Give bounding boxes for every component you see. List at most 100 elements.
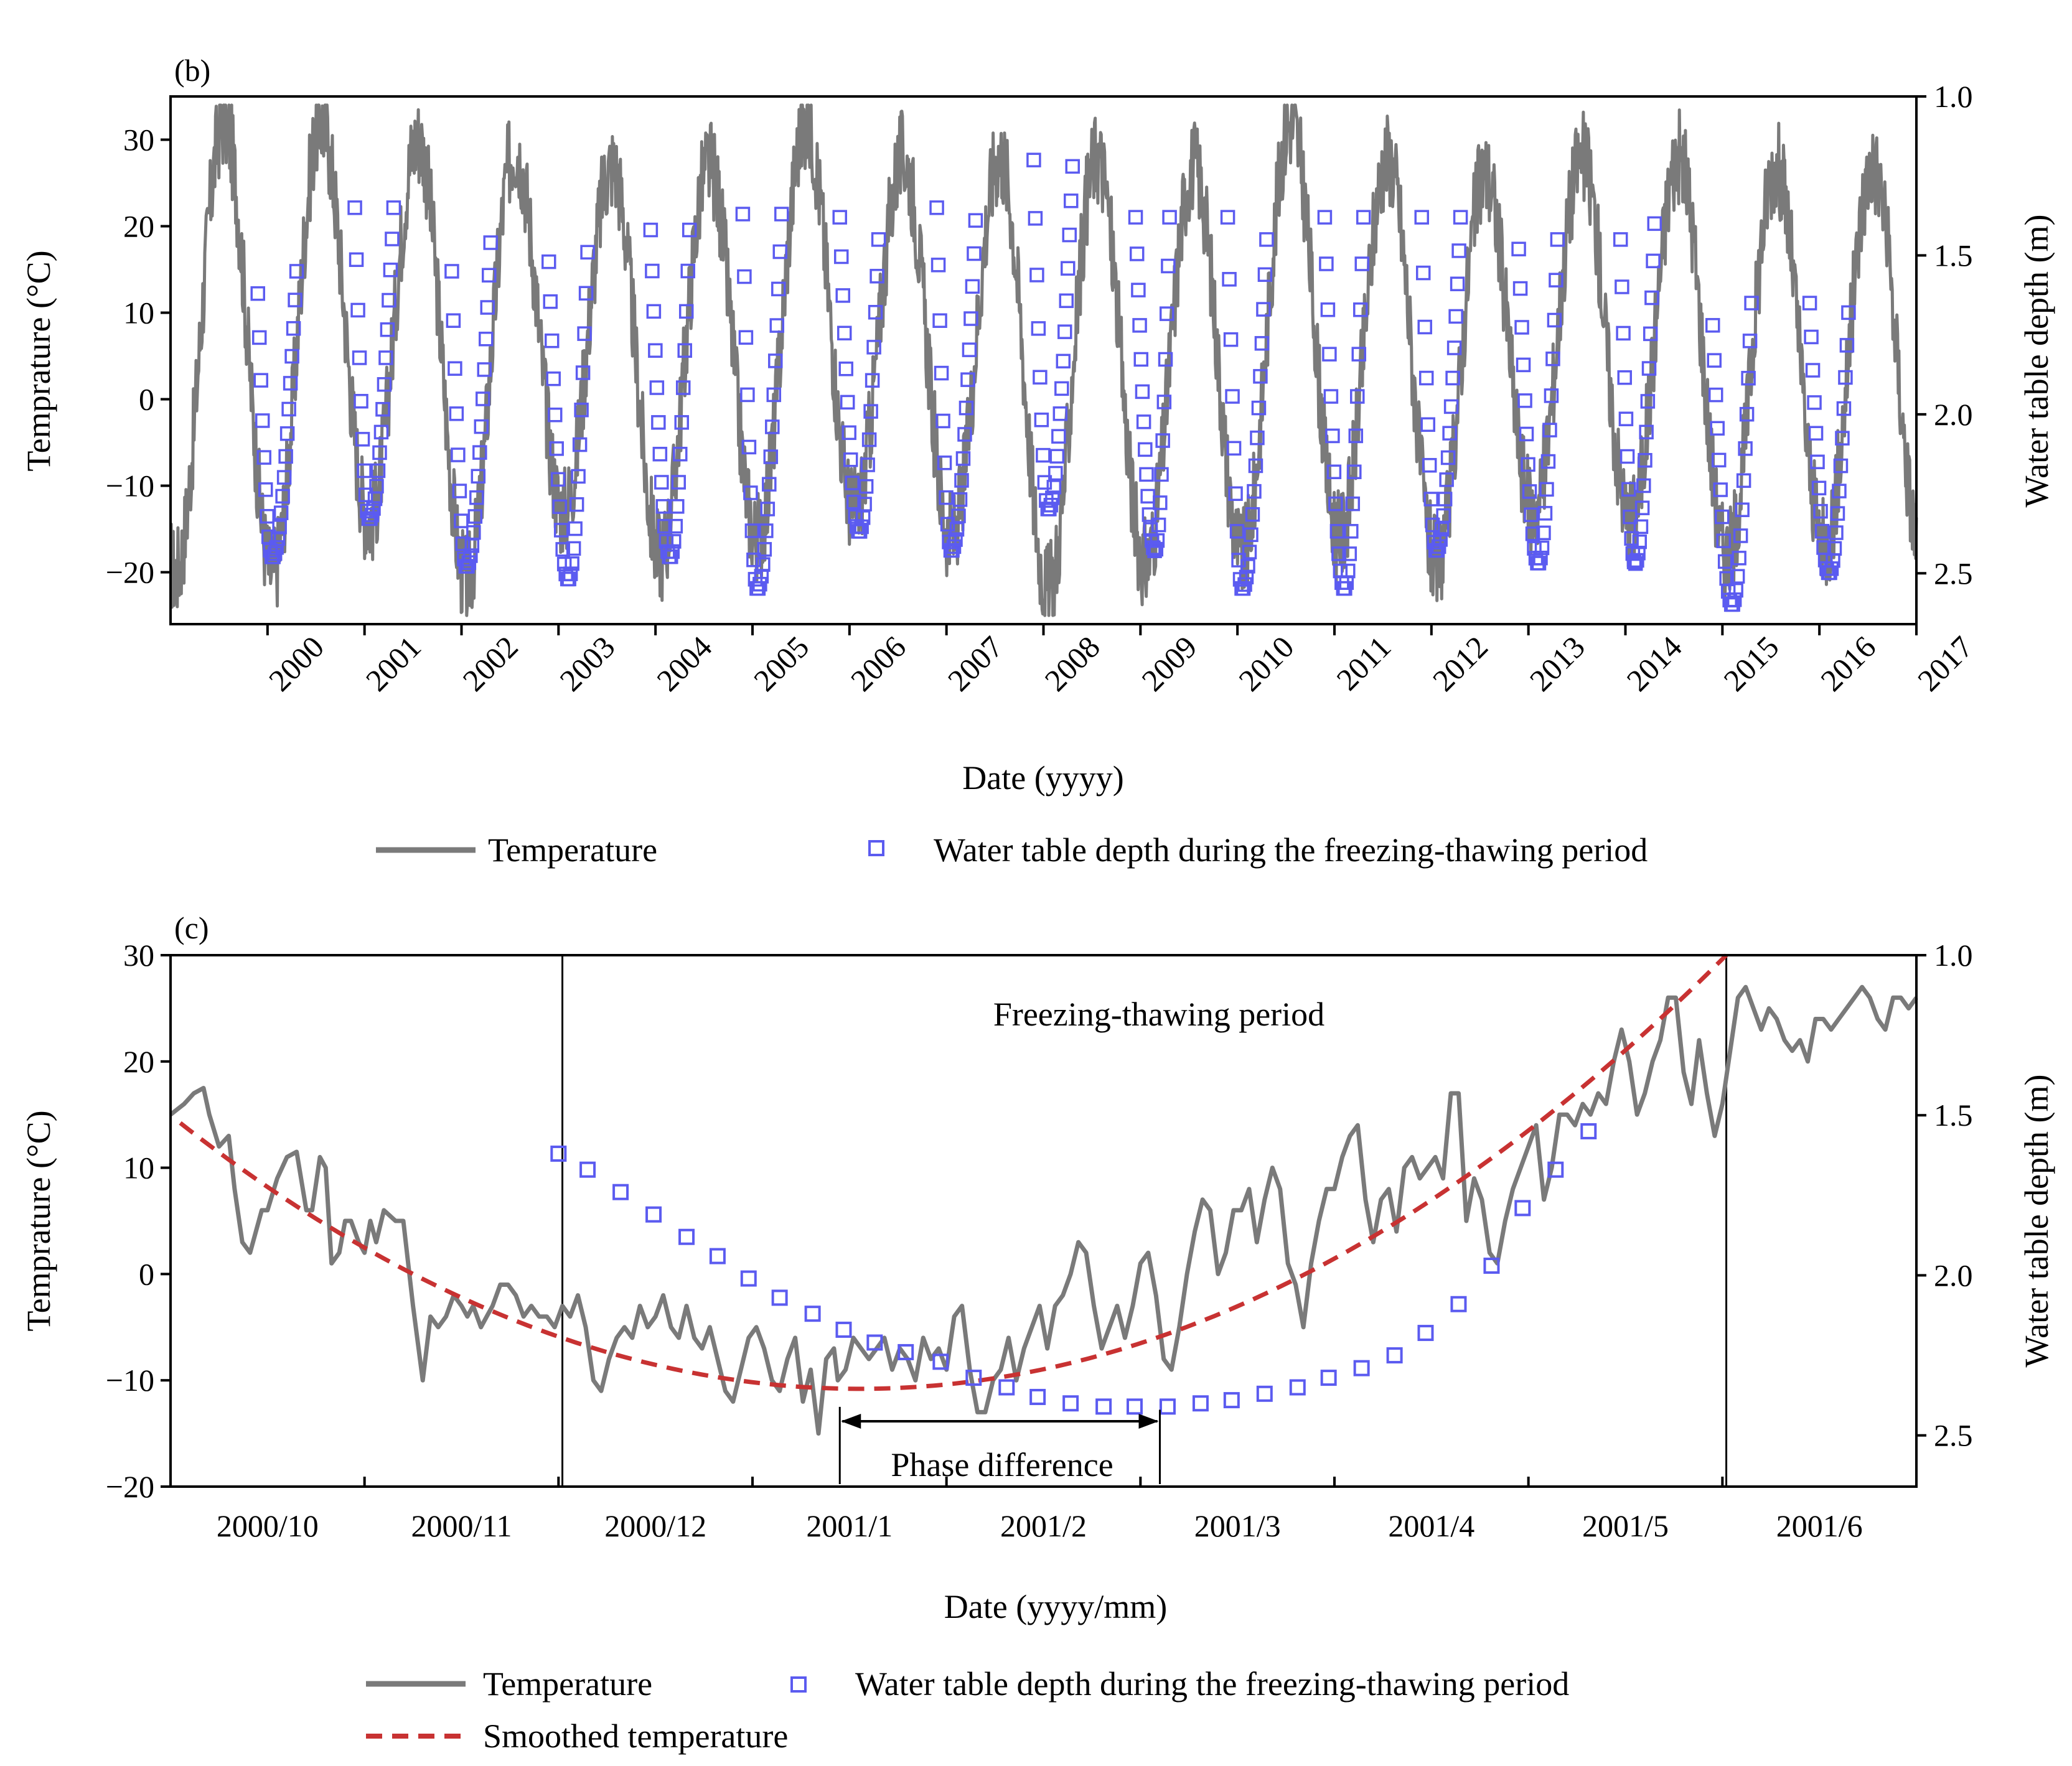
water-table-point	[762, 477, 777, 492]
water-table-point	[967, 246, 982, 261]
water-table-point	[1804, 329, 1819, 345]
water-table-point	[454, 513, 469, 528]
water-table-point	[746, 552, 761, 568]
water-table-point	[1728, 582, 1743, 598]
water-table-point	[380, 322, 395, 337]
water-table-point	[655, 499, 671, 514]
water-table-point	[1242, 544, 1257, 559]
water-table-point	[1525, 526, 1540, 541]
water-table-point	[1251, 400, 1267, 416]
water-table-point	[572, 437, 588, 452]
water-table-point	[1542, 423, 1557, 437]
water-table-point	[1141, 507, 1157, 522]
water-table-point	[1537, 506, 1553, 521]
water-table-point	[1422, 457, 1437, 473]
water-table-point	[863, 404, 878, 419]
water-table-point	[352, 350, 367, 365]
water-table-point	[1516, 357, 1531, 373]
water-table-point	[1046, 480, 1062, 495]
water-table-point	[1519, 426, 1534, 442]
water-table-point	[1065, 159, 1080, 174]
water-table-point	[735, 207, 751, 222]
water-table-point	[771, 281, 786, 297]
water-table-point	[269, 540, 284, 555]
water-table-point	[1830, 506, 1845, 521]
water-table-point	[1133, 352, 1149, 367]
water-table-point	[959, 400, 974, 416]
water-table-point	[479, 332, 494, 347]
water-table-point	[868, 305, 883, 320]
panel-c-data-layer	[169, 953, 1918, 1436]
water-table-point	[1440, 450, 1456, 465]
temperature-line	[169, 984, 1918, 1436]
left-tick-label: 20	[123, 1044, 154, 1079]
water-table-point	[854, 519, 869, 535]
water-table-point	[960, 372, 975, 387]
water-table-point	[744, 523, 760, 538]
water-table-point	[1136, 414, 1151, 429]
water-table-point	[1245, 507, 1260, 522]
water-table-point	[948, 532, 963, 547]
water-table-point	[1158, 352, 1173, 367]
water-table-point	[1710, 421, 1725, 436]
water-table-point	[1483, 1258, 1500, 1274]
water-table-point	[483, 235, 498, 250]
water-table-point	[278, 449, 293, 464]
water-table-point	[1228, 486, 1243, 502]
panel-c-legend: Temperature Water table depth during the…	[366, 1665, 1569, 1755]
water-table-point	[1354, 256, 1370, 271]
water-table-point	[1226, 441, 1242, 456]
water-table-point	[1632, 534, 1648, 549]
water-table-point	[1348, 428, 1364, 444]
smoothed-temperature-line	[179, 953, 1728, 1391]
water-table-point	[1636, 478, 1651, 493]
water-table-point	[1717, 554, 1733, 569]
water-table-point	[1446, 340, 1462, 355]
water-table-point	[569, 497, 584, 512]
water-table-point	[740, 387, 755, 403]
water-table-point	[255, 413, 270, 428]
water-table-point	[1247, 484, 1262, 499]
water-table-point	[843, 452, 858, 467]
water-table-point	[354, 394, 368, 409]
water-table-point	[466, 525, 481, 540]
x-tick-label: 2001/3	[1194, 1508, 1281, 1543]
water-table-point	[1443, 399, 1459, 414]
water-table-point	[1353, 1360, 1370, 1376]
water-table-point	[276, 470, 292, 485]
water-table-point	[682, 222, 697, 238]
water-table-point	[1417, 1325, 1434, 1342]
water-table-point	[449, 406, 464, 421]
water-table-point	[657, 518, 672, 534]
water-table-point	[1056, 353, 1071, 369]
water-table-point	[771, 1289, 788, 1306]
water-table-point	[1425, 517, 1440, 533]
water-table-point	[935, 413, 950, 429]
right-tick-label: 2.5	[1934, 1418, 1973, 1453]
water-table-point	[1331, 546, 1346, 561]
water-table-point	[369, 479, 384, 494]
water-table-point	[1223, 1392, 1240, 1409]
water-table-point	[251, 330, 267, 345]
water-table-point	[665, 544, 680, 559]
water-table-point	[1707, 353, 1722, 368]
x-tick-label: 2000/10	[217, 1508, 319, 1543]
water-table-point	[273, 505, 289, 520]
water-table-point	[1347, 464, 1362, 480]
water-table-point	[804, 1306, 821, 1322]
water-table-point	[1805, 363, 1821, 378]
water-table-point	[1049, 449, 1065, 464]
panel-b-ylabel-right: Water table depth (m)	[2018, 215, 2055, 508]
water-table-point	[1829, 525, 1844, 540]
water-table-point	[1328, 496, 1343, 512]
water-table-point	[577, 326, 592, 341]
water-table-point	[455, 536, 471, 551]
water-table-point	[1451, 243, 1466, 258]
water-table-point	[1026, 152, 1041, 167]
water-table-point	[1808, 426, 1824, 441]
water-table-point	[448, 361, 462, 376]
legend-water-table-marker-c	[790, 1676, 807, 1693]
water-table-point	[1289, 1379, 1306, 1396]
panel-b-left-axis: 30 20 10 0 −10 −20	[106, 123, 171, 590]
